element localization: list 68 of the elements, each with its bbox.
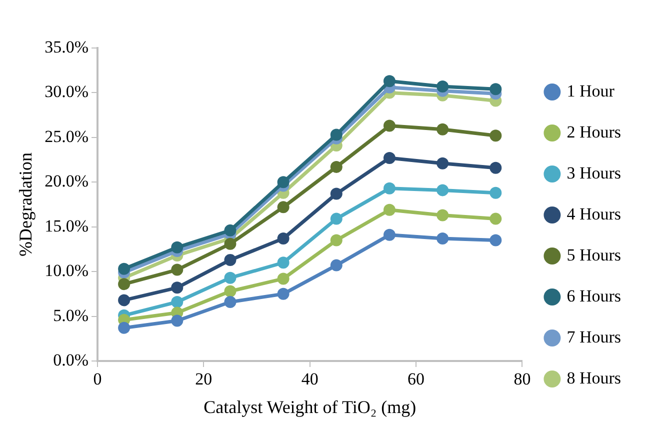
point xyxy=(330,212,342,225)
y-tick-label: 5.0% xyxy=(53,306,89,325)
y-tick-label: 0.0% xyxy=(53,350,89,370)
point xyxy=(171,241,184,254)
point xyxy=(383,152,396,164)
x-tick-label: 60 xyxy=(408,370,425,389)
point xyxy=(171,264,184,276)
legend-label: 7 Hours xyxy=(566,327,622,346)
point xyxy=(383,75,396,88)
legend-label: 8 Hours xyxy=(566,368,622,388)
y-tick-label: 10.0% xyxy=(44,261,89,280)
point xyxy=(436,157,449,170)
point xyxy=(330,160,342,173)
point xyxy=(118,278,130,290)
point xyxy=(490,83,502,96)
x-tick-label: 80 xyxy=(514,370,531,389)
point xyxy=(383,182,396,194)
legend-label: 5 Hours xyxy=(566,245,622,264)
point xyxy=(277,256,290,269)
point xyxy=(224,285,236,298)
point xyxy=(330,188,342,200)
point xyxy=(118,322,130,334)
point xyxy=(277,288,290,300)
point xyxy=(490,212,502,225)
point xyxy=(436,209,449,222)
point xyxy=(330,259,342,272)
point xyxy=(330,234,342,246)
point xyxy=(224,238,236,250)
point xyxy=(224,254,236,266)
y-tick-label: 25.0% xyxy=(44,126,89,146)
point xyxy=(383,228,396,241)
point xyxy=(436,184,449,196)
point xyxy=(436,80,449,92)
point xyxy=(490,186,502,199)
point xyxy=(118,262,130,275)
point xyxy=(224,296,236,308)
y-tick-label: 15.0% xyxy=(44,216,89,236)
legend-label: 3 Hours xyxy=(566,163,622,182)
point xyxy=(171,296,184,308)
point xyxy=(277,232,290,244)
legend-label: 1 Hour xyxy=(566,81,615,100)
point xyxy=(490,234,502,246)
point xyxy=(436,232,449,244)
point xyxy=(224,272,236,284)
x-tick-label: 0 xyxy=(93,370,102,389)
legend-label: 6 Hours xyxy=(566,286,622,306)
point xyxy=(118,294,130,306)
x-axis-title: Catalyst Weight of TiO₂ (mg) xyxy=(204,396,416,417)
point xyxy=(383,120,396,132)
point xyxy=(436,123,449,136)
point xyxy=(490,162,502,174)
point xyxy=(383,204,396,216)
point xyxy=(171,314,184,327)
point xyxy=(277,201,290,214)
y-axis-title: %Degradation xyxy=(16,152,36,256)
legend-label: 4 Hours xyxy=(566,204,622,224)
point xyxy=(277,272,290,285)
point xyxy=(490,130,502,142)
y-tick-label: 35.0% xyxy=(44,37,89,56)
point xyxy=(330,128,342,141)
point xyxy=(277,176,290,188)
legend-label: 2 Hours xyxy=(566,122,622,142)
y-tick-label: 30.0% xyxy=(44,82,89,102)
point xyxy=(224,224,236,236)
x-tick-label: 20 xyxy=(195,370,212,389)
y-tick-label: 20.0% xyxy=(44,172,89,191)
point xyxy=(171,282,184,294)
x-tick-label: 40 xyxy=(301,370,318,389)
